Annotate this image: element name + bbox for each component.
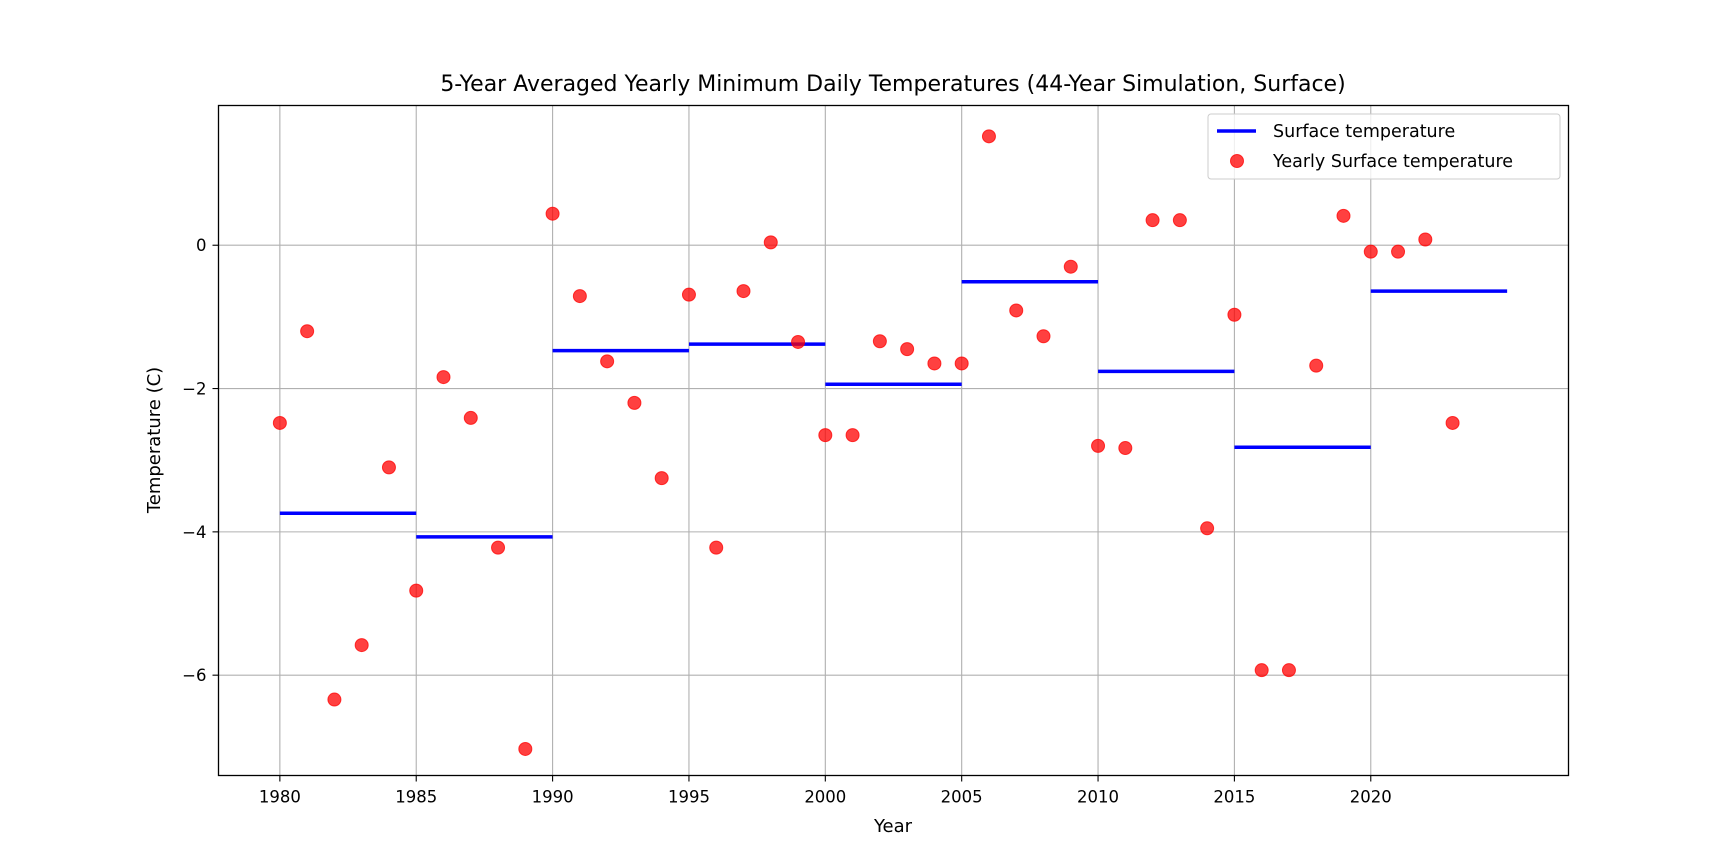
y-tick-label: −6	[182, 666, 206, 685]
data-point	[409, 583, 424, 598]
data-point	[709, 540, 724, 555]
data-point	[954, 356, 969, 371]
data-point	[491, 540, 506, 555]
plot-frame	[217, 104, 1570, 777]
x-tick-label: 1985	[395, 788, 437, 807]
x-axis-label: Year	[873, 816, 913, 837]
data-point	[872, 334, 887, 349]
data-point	[518, 741, 533, 756]
data-point	[1391, 244, 1406, 259]
plot-lines	[279, 280, 1508, 539]
data-point	[1145, 213, 1160, 228]
data-point	[436, 370, 451, 385]
data-point	[1200, 521, 1215, 536]
data-point	[845, 428, 860, 443]
data-point	[381, 460, 396, 475]
legend: Surface temperature Yearly Surface tempe…	[1207, 113, 1561, 180]
x-tick-label: 2000	[804, 788, 846, 807]
data-point	[1227, 307, 1242, 322]
data-point	[1418, 232, 1433, 247]
data-point	[1172, 213, 1187, 228]
y-axis-ticks: 0 −2 −4 −6	[182, 236, 219, 685]
data-point	[627, 395, 642, 410]
data-point	[1091, 438, 1106, 453]
data-point	[1118, 441, 1133, 456]
x-axis-ticks: 1980 1985 1990 1995 2000 2005 2010 2015 2020	[259, 775, 1392, 807]
y-axis-label: Temperature (C)	[144, 367, 165, 514]
y-tick-label: 0	[196, 236, 207, 255]
x-tick-label: 1995	[668, 788, 710, 807]
data-point	[763, 235, 778, 250]
x-tick-label: 2015	[1213, 788, 1255, 807]
data-point	[681, 287, 696, 302]
data-point	[736, 284, 751, 299]
data-point	[1363, 244, 1378, 259]
x-tick-label: 2020	[1350, 788, 1392, 807]
data-point	[1063, 259, 1078, 274]
data-point	[654, 471, 669, 486]
data-point	[272, 415, 287, 430]
y-tick-label: −4	[182, 523, 206, 542]
x-tick-label: 1990	[532, 788, 574, 807]
data-point	[463, 410, 478, 425]
data-point	[1036, 329, 1051, 344]
legend-label-surface-temperature: Surface temperature	[1273, 122, 1455, 142]
data-point	[1009, 303, 1024, 318]
data-point	[927, 356, 942, 371]
plot-points	[272, 129, 1460, 756]
chart-title: 5-Year Averaged Yearly Minimum Daily Tem…	[440, 72, 1345, 97]
legend-label-yearly-surface-temperature: Yearly Surface temperature	[1272, 152, 1513, 172]
y-tick-label: −2	[182, 380, 206, 399]
data-point	[1309, 358, 1324, 373]
data-point	[300, 324, 315, 339]
data-point	[791, 334, 806, 349]
x-tick-label: 1980	[259, 788, 301, 807]
data-point	[600, 354, 615, 369]
data-point	[354, 638, 369, 653]
data-point	[1254, 663, 1269, 678]
data-point	[1445, 415, 1460, 430]
legend-box	[1207, 113, 1561, 180]
x-tick-label: 2005	[941, 788, 983, 807]
data-point	[900, 342, 915, 357]
data-point	[572, 289, 587, 304]
x-tick-label: 2010	[1077, 788, 1119, 807]
data-point	[1281, 663, 1296, 678]
legend-marker-swatch	[1230, 154, 1244, 168]
data-point	[545, 206, 560, 221]
data-point	[327, 692, 342, 707]
data-point	[981, 129, 996, 144]
data-point	[1336, 208, 1351, 223]
data-point	[818, 428, 833, 443]
grid-lines	[218, 105, 1569, 776]
